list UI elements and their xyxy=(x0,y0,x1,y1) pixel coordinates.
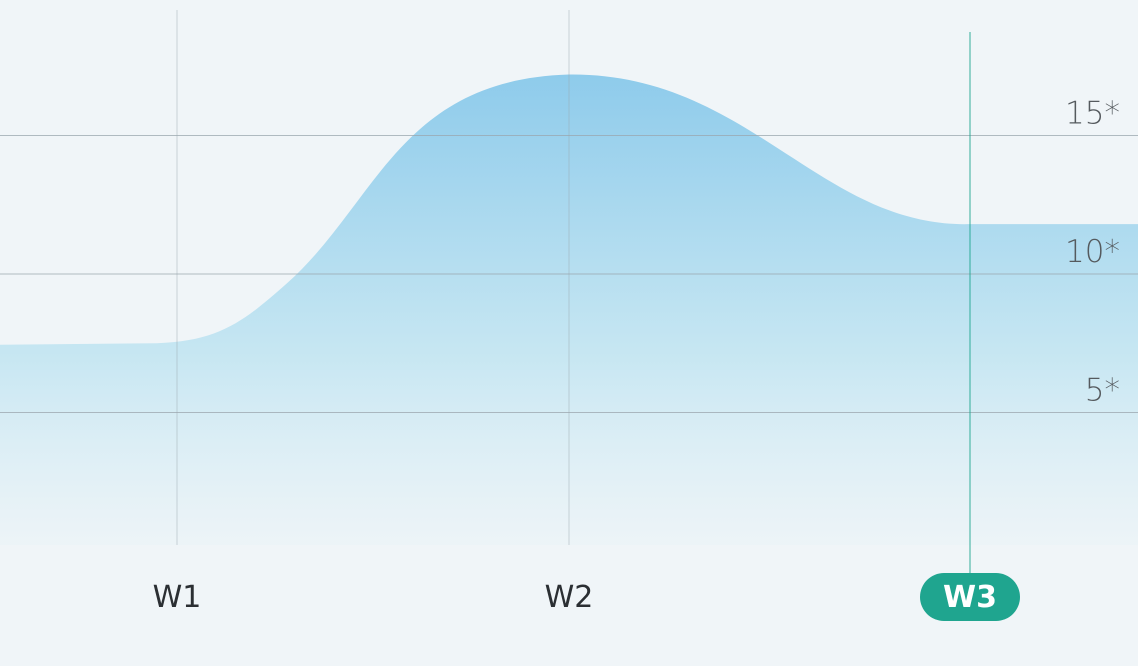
x-tick-label: W2 xyxy=(545,580,594,615)
y-tick-label: 10* xyxy=(1065,234,1120,270)
x-tick-label: W1 xyxy=(153,580,202,615)
y-tick-label: 5* xyxy=(1085,373,1120,409)
x-tick-label[interactable]: W3 xyxy=(943,580,997,615)
area-series xyxy=(0,74,1138,545)
area-layer xyxy=(0,74,1138,545)
grid-layer xyxy=(0,10,1138,575)
x-highlight-pill[interactable] xyxy=(920,573,1020,621)
y-tick-label: 15* xyxy=(1065,96,1120,132)
label-layer: 5* 10* 15* W1 W2 W3 xyxy=(153,96,1120,621)
